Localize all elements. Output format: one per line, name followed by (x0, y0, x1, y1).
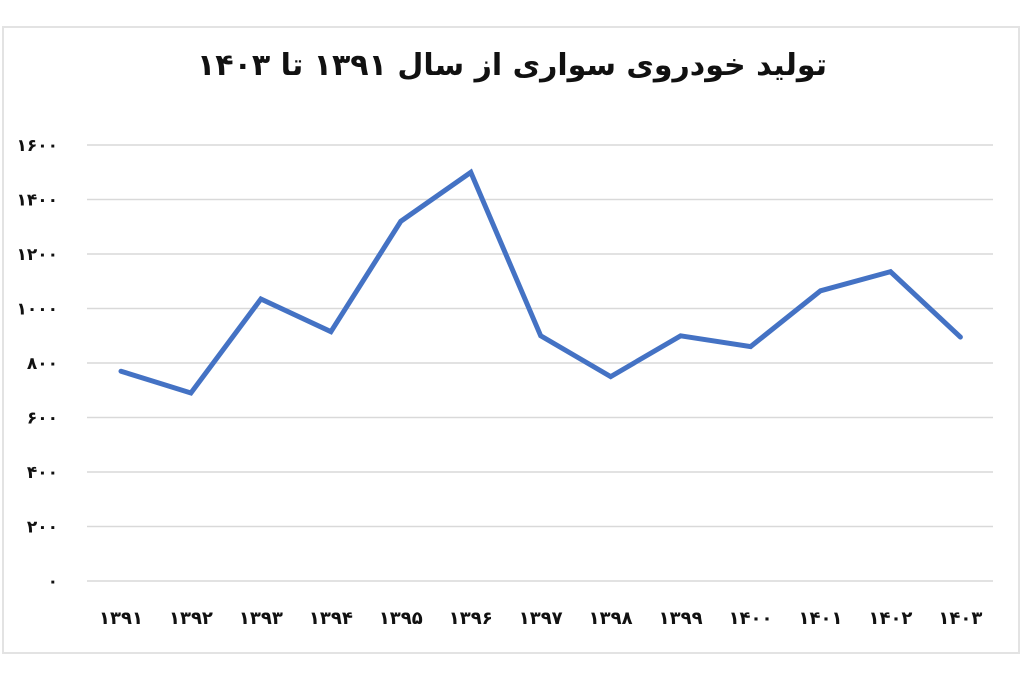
y-tick-label: ۱۰۰۰ (16, 300, 58, 320)
chart-title: تولید خودروی سواری از سال ۱۳۹۱ تا ۱۴۰۳ (196, 48, 827, 83)
y-tick-label: ۴۰۰ (27, 463, 58, 483)
y-tick-label: ۲۰۰ (27, 518, 58, 538)
x-tick-label: ۱۳۹۷ (519, 608, 563, 629)
x-axis-ticks: ۱۳۹۱ ۱۳۹۲ ۱۳۹۳ ۱۳۹۴ ۱۳۹۵ ۱۳۹۶ ۱۳۹۷ ۱۳۹۸ ۱۳۹۹ ۱۴۰۰… (99, 608, 982, 629)
x-tick-label: ۱۴۰۳ (938, 608, 982, 629)
x-tick-label: ۱۳۹۲ (169, 608, 213, 629)
x-tick-label: ۱۴۰۲ (868, 608, 912, 629)
x-tick-label: ۱۳۹۹ (659, 608, 703, 629)
y-tick-label: ۱۴۰۰ (16, 191, 58, 211)
y-tick-label: ۱۶۰۰ (16, 136, 58, 156)
x-tick-label: ۱۳۹۴ (309, 608, 353, 629)
y-tick-label: ۰ (48, 572, 58, 592)
y-tick-label: ۱۲۰۰ (16, 245, 58, 265)
x-tick-label: ۱۳۹۳ (239, 608, 283, 629)
x-tick-label: ۱۴۰۱ (799, 608, 843, 629)
x-tick-label: ۱۳۹۵ (379, 608, 423, 629)
x-tick-label: ۱۳۹۸ (589, 608, 633, 629)
gridlines (87, 144, 993, 582)
y-tick-label: ۸۰۰ (27, 354, 58, 374)
data-line (118, 168, 963, 396)
y-axis-ticks: ۰ ۲۰۰ ۴۰۰ ۶۰۰ ۸۰۰ ۱۰۰۰ ۱۲۰۰ ۱۴۰۰ ۱۶۰۰ (16, 136, 58, 592)
y-tick-label: ۶۰۰ (27, 409, 58, 429)
x-tick-label: ۱۴۰۰ (729, 608, 773, 629)
x-tick-label: ۱۳۹۱ (99, 608, 143, 629)
x-tick-label: ۱۳۹۶ (449, 608, 493, 629)
chart-frame (2, 26, 1020, 654)
